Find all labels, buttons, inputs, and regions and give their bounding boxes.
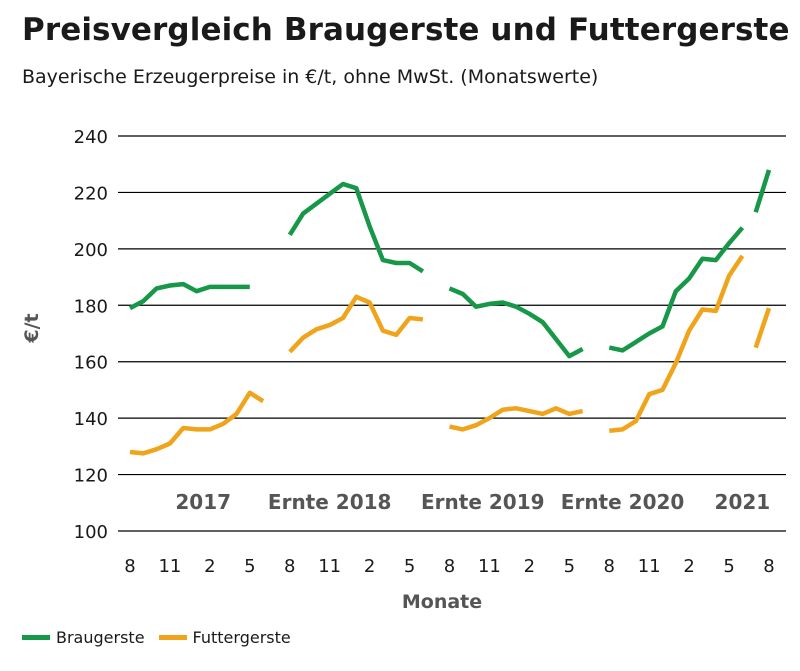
series-lines xyxy=(128,169,772,456)
legend-item-braugerste: Braugerste xyxy=(22,628,145,647)
legend-label-futtergerste: Futtergerste xyxy=(192,628,291,647)
x-tick-label: 2 xyxy=(683,556,694,577)
x-tick-label: 11 xyxy=(158,556,181,577)
series-futtergerste-segment-2 xyxy=(288,294,424,354)
x-tick-label: 5 xyxy=(723,556,734,577)
y-tick-label: 240 xyxy=(74,127,108,148)
chart-title: Preisvergleich Braugerste und Futtergers… xyxy=(22,12,790,48)
x-tick-label: 8 xyxy=(604,556,615,577)
chart-subtitle: Bayerische Erzeugerpreise in €/t, ohne M… xyxy=(22,66,599,88)
x-tick-label: 8 xyxy=(763,556,774,577)
series-braugerste-segment-2 xyxy=(287,181,425,274)
series-futtergerste-segment-5 xyxy=(753,307,772,349)
legend: Braugerste Futtergerste xyxy=(22,628,305,647)
legend-swatch-braugerste xyxy=(22,635,50,640)
x-tick-label: 5 xyxy=(244,556,255,577)
y-tick-label: 180 xyxy=(74,296,108,317)
x-axis-label: Monate xyxy=(402,591,482,613)
x-tick-label: 8 xyxy=(444,556,455,577)
x-tick-label: 11 xyxy=(638,556,661,577)
y-tick-label: 120 xyxy=(74,466,108,487)
period-label: Ernte 2018 xyxy=(268,490,392,514)
x-tick-label: 11 xyxy=(318,556,341,577)
period-label: 2017 xyxy=(175,490,231,514)
x-tick-label: 5 xyxy=(564,556,575,577)
y-tick-label: 200 xyxy=(74,240,108,261)
series-futtergerste-segment-4 xyxy=(609,254,745,434)
y-tick-label: 140 xyxy=(74,409,108,430)
x-tick-label: 8 xyxy=(124,556,135,577)
y-tick-label: 100 xyxy=(74,522,108,543)
x-tick-label: 2 xyxy=(524,556,535,577)
legend-swatch-futtergerste xyxy=(158,635,187,640)
y-tick-label: 220 xyxy=(74,183,108,204)
series-braugerste-segment-4 xyxy=(608,226,745,353)
period-labels: 2017 Ernte 2018 Ernte 2019 Ernte 2020 2021 xyxy=(175,490,770,514)
legend-label-braugerste: Braugerste xyxy=(56,628,145,647)
x-tick-label: 8 xyxy=(284,556,295,577)
series-braugerste-segment-5 xyxy=(753,169,772,213)
x-tick-label: 2 xyxy=(204,556,215,577)
legend-item-futtergerste: Futtergerste xyxy=(158,628,291,647)
series-braugerste-segment-3 xyxy=(448,286,584,359)
y-tick-labels: 100 120 140 160 180 200 220 240 xyxy=(74,127,108,543)
y-axis-label: €/t xyxy=(21,313,43,343)
period-label: Ernte 2020 xyxy=(561,490,685,514)
series-braugerste-segment-1 xyxy=(128,281,250,311)
series-futtergerste-segment-1 xyxy=(129,390,265,456)
period-label: 2021 xyxy=(715,490,771,514)
series-futtergerste-segment-3 xyxy=(449,406,584,432)
x-tick-label: 11 xyxy=(478,556,501,577)
x-tick-label: 2 xyxy=(364,556,375,577)
y-tick-label: 160 xyxy=(74,353,108,374)
x-tick-labels: 8 11 2 5 8 11 2 5 8 11 2 5 8 11 2 5 8 xyxy=(124,556,774,577)
period-label: Ernte 2019 xyxy=(421,490,545,514)
x-tick-label: 5 xyxy=(404,556,415,577)
